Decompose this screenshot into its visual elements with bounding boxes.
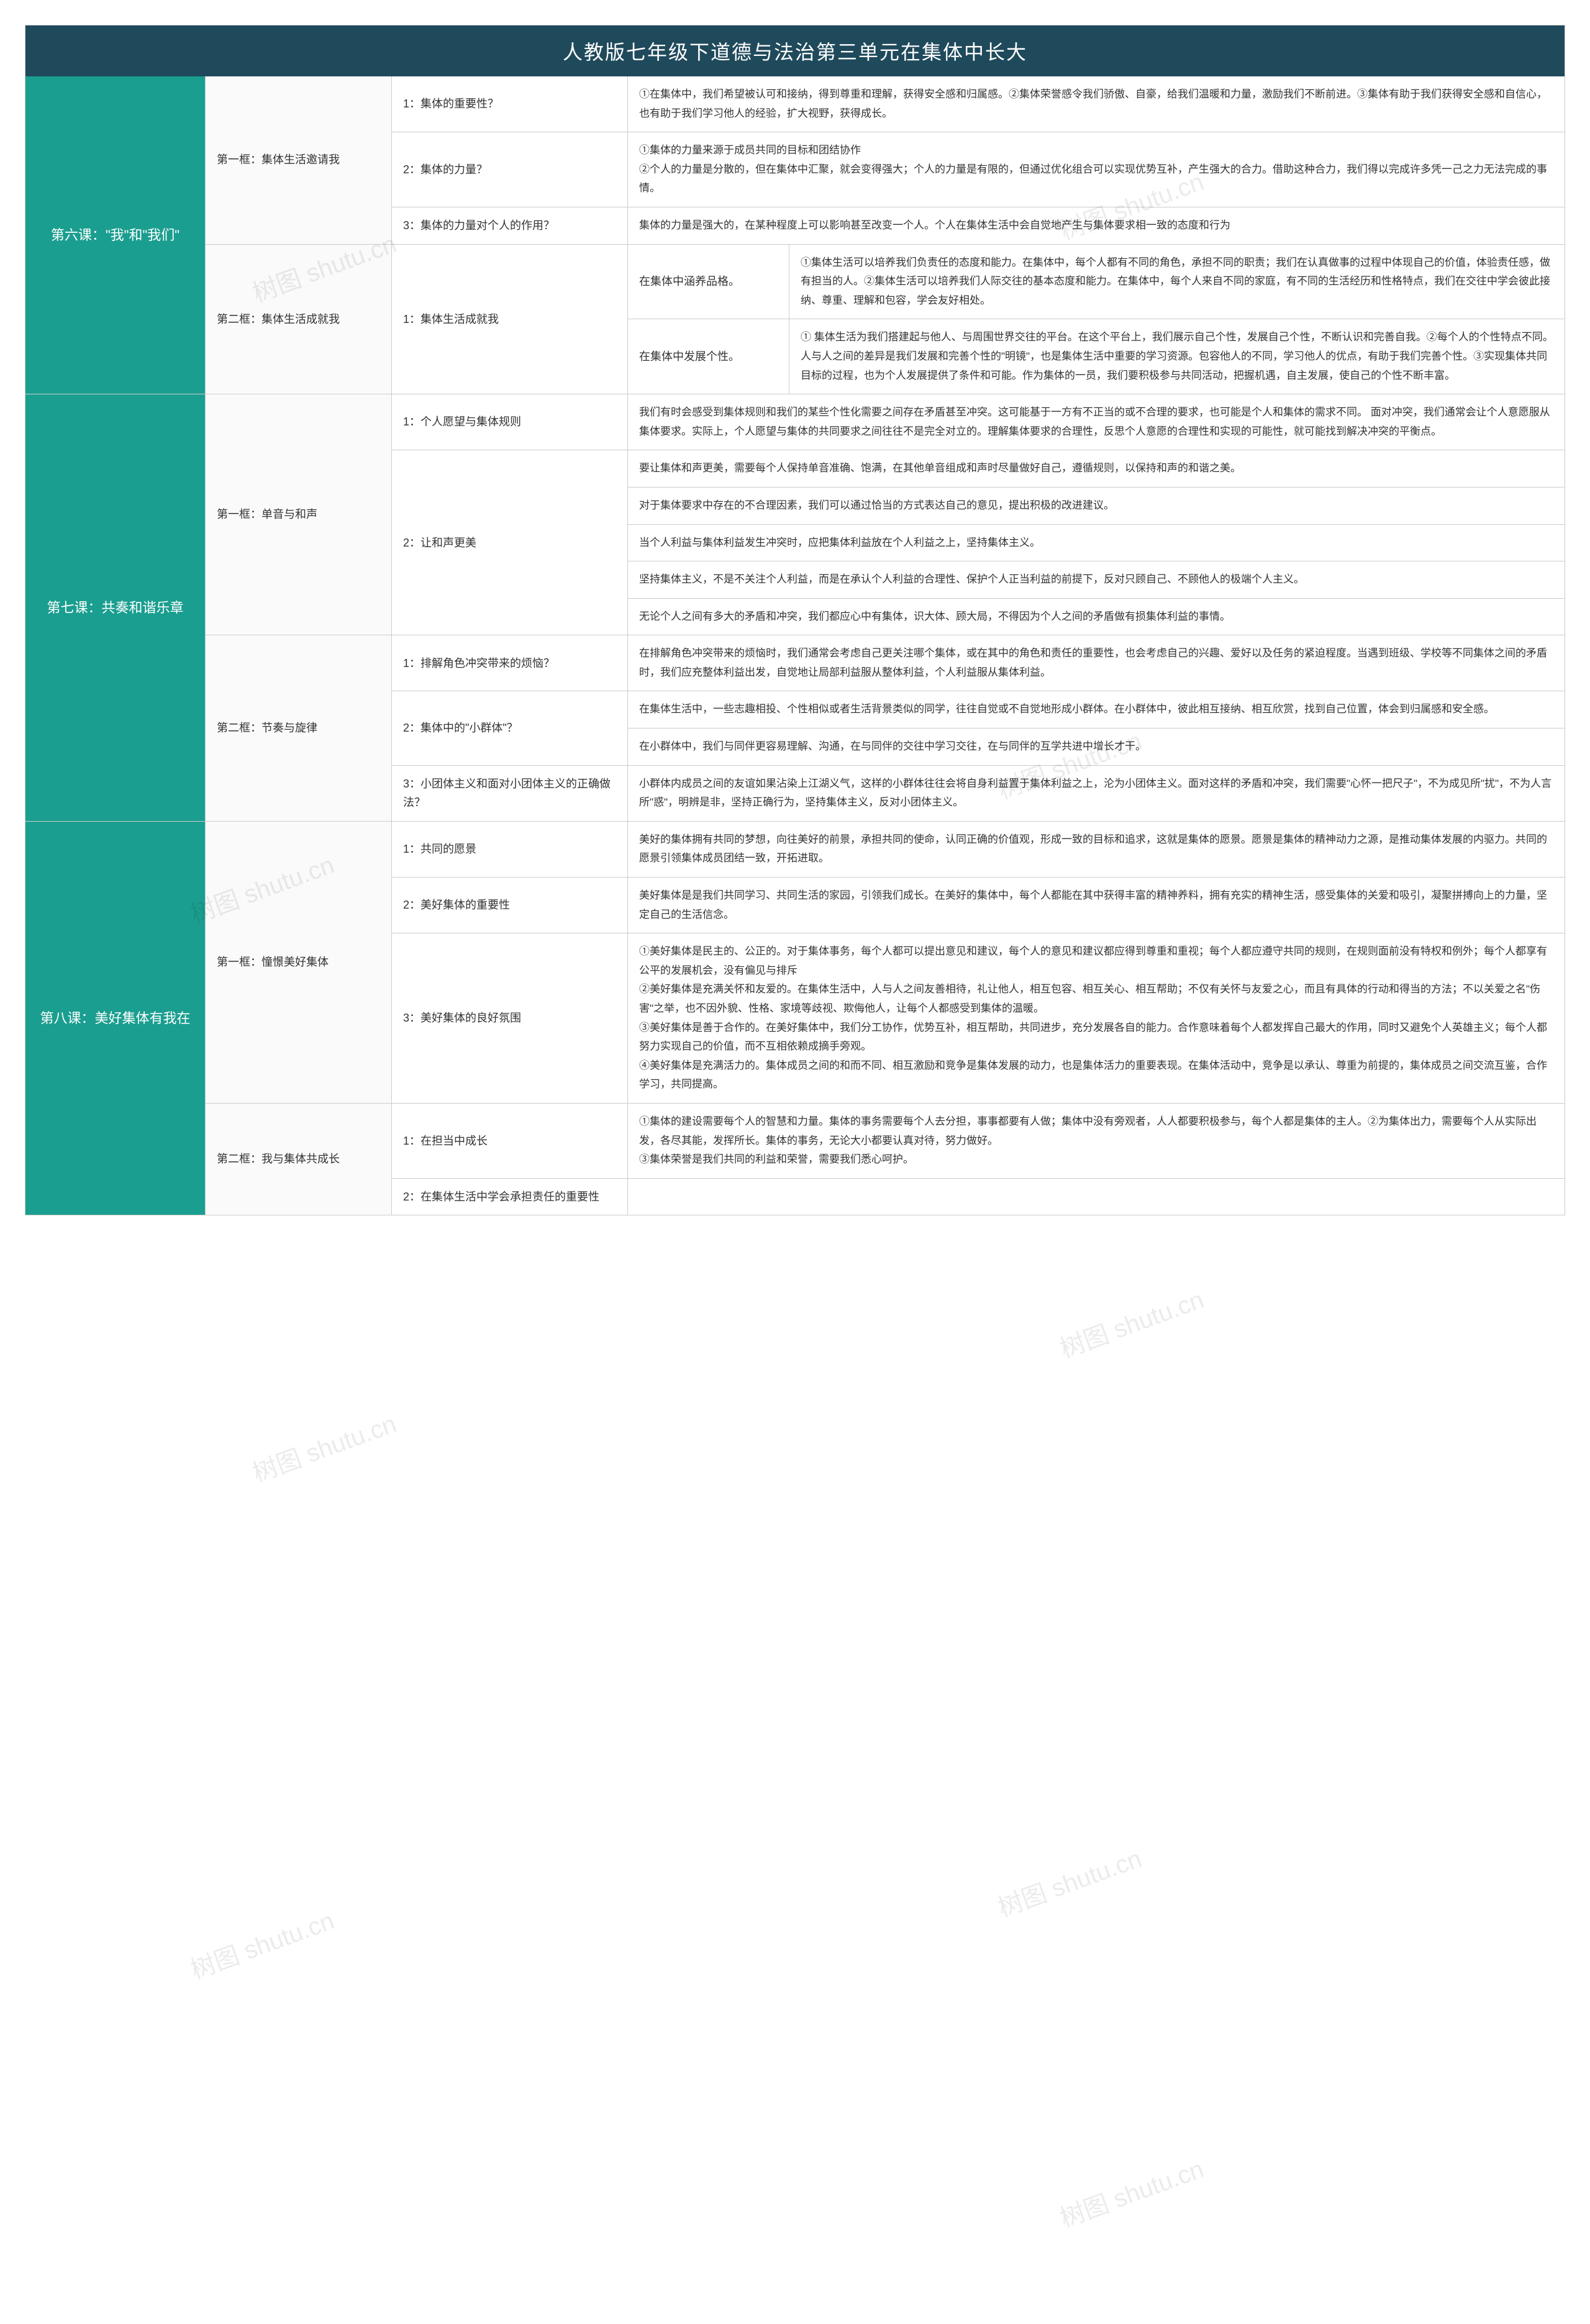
point-label: 3：集体的力量对个人的作用？ (392, 207, 628, 244)
point-row: 1：排解角色冲突带来的烦恼？在排解角色冲突带来的烦恼时，我们通常会考虑自己更关注… (392, 635, 1565, 691)
frame-row: 第一框：憧憬美好集体1：共同的愿景美好的集体拥有共同的梦想，向往美好的前景，承担… (206, 822, 1565, 1103)
lesson-row: 第七课：共奏和谐乐章第一框：单音与和声1：个人愿望与集体规则我们有时会感受到集体… (25, 394, 1565, 821)
frame-row: 第一框：单音与和声1：个人愿望与集体规则我们有时会感受到集体规则和我们的某些个性… (206, 394, 1565, 635)
point-row: 2：集体中的"小群体"？在集体生活中，一些志趣相投、个性相似或者生活背景类似的同… (392, 691, 1565, 765)
point-row: 1：集体的重要性？①在集体中，我们希望被认可和接纳，得到尊重和理解，获得安全感和… (392, 76, 1565, 132)
outline-body: 第六课："我"和"我们"第一框：集体生活邀请我1：集体的重要性？①在集体中，我们… (25, 76, 1565, 1215)
point-row: 3：集体的力量对个人的作用？集体的力量是强大的，在某种程度上可以影响甚至改变一个… (392, 207, 1565, 244)
point-label: 3：美好集体的良好氛围 (392, 933, 628, 1103)
detail-text: 美好集体是是我们共同学习、共同生活的家园，引领我们成长。在美好的集体中，每个人都… (628, 878, 1565, 933)
detail-text: 在排解角色冲突带来的烦恼时，我们通常会考虑自己更关注哪个集体，或在其中的角色和责… (628, 635, 1565, 691)
frame-title: 第一框：集体生活邀请我 (206, 76, 392, 244)
detail-text: ①集体的力量来源于成员共同的目标和团结协作 ②个人的力量是分散的，但在集体中汇聚… (628, 132, 1565, 207)
point-row: 2：让和声更美要让集体和声更美，需要每个人保持单音准确、饱满，在其他单音组成和声… (392, 450, 1565, 635)
lesson-row: 第六课："我"和"我们"第一框：集体生活邀请我1：集体的重要性？①在集体中，我们… (25, 76, 1565, 394)
point-label: 1：集体生活成就我 (392, 245, 628, 394)
detail-text: 集体的力量是强大的，在某种程度上可以影响甚至改变一个人。个人在集体生活中会自觉地… (628, 207, 1565, 244)
point-label: 2：集体中的"小群体"？ (392, 691, 628, 765)
detail-text: ①美好集体是民主的、公正的。对于集体事务，每个人都可以提出意见和建议，每个人的意… (628, 933, 1565, 1103)
frame-title: 第一框：憧憬美好集体 (206, 822, 392, 1103)
watermark: 树图 shutu.cn (1054, 2149, 1208, 2234)
detail-text: 对于集体要求中存在的不合理因素，我们可以通过恰当的方式表达自己的意见，提出积极的… (628, 488, 1565, 524)
watermark: 树图 shutu.cn (992, 1838, 1146, 1923)
detail-text: ①集体的建设需要每个人的智慧和力量。集体的事务需要每个人去分担，事事都要有人做；… (628, 1104, 1565, 1178)
frame-title: 第一框：单音与和声 (206, 394, 392, 635)
detail-text: 要让集体和声更美，需要每个人保持单音准确、饱满，在其他单音组成和声时尽量做好自己… (628, 450, 1565, 487)
lesson-title: 第六课："我"和"我们" (25, 76, 206, 394)
detail-text: 无论个人之间有多大的矛盾和冲突，我们都应心中有集体，识大体、顾大局，不得因为个人… (628, 599, 1565, 635)
point-row: 1：个人愿望与集体规则我们有时会感受到集体规则和我们的某些个性化需要之间存在矛盾… (392, 394, 1565, 450)
watermark: 树图 shutu.cn (247, 1404, 401, 1489)
detail-text: ①在集体中，我们希望被认可和接纳，得到尊重和理解，获得安全感和归属感。②集体荣誉… (628, 76, 1565, 132)
detail-text: 我们有时会感受到集体规则和我们的某些个性化需要之间存在矛盾甚至冲突。这可能基于一… (628, 394, 1565, 450)
detail-text: ① 集体生活为我们搭建起与他人、与周围世界交往的平台。在这个平台上，我们展示自己… (789, 319, 1565, 394)
point-label: 3：小团体主义和面对小团体主义的正确做法？ (392, 766, 628, 821)
point-label: 1：个人愿望与集体规则 (392, 394, 628, 450)
frame-row: 第二框：节奏与旋律1：排解角色冲突带来的烦恼？在排解角色冲突带来的烦恼时，我们通… (206, 635, 1565, 821)
point-label: 1：排解角色冲突带来的烦恼？ (392, 635, 628, 691)
point-row: 2：在集体生活中学会承担责任的重要性 (392, 1178, 1565, 1215)
point-label: 2：在集体生活中学会承担责任的重要性 (392, 1179, 628, 1215)
detail-text: 在小群体中，我们与同伴更容易理解、沟通，在与同伴的交往中学习交往，在与同伴的互学… (628, 729, 1565, 765)
point-label: 1：集体的重要性？ (392, 76, 628, 132)
point-row: 2：集体的力量？①集体的力量来源于成员共同的目标和团结协作 ②个人的力量是分散的… (392, 132, 1565, 207)
point-label: 2：让和声更美 (392, 450, 628, 635)
lesson-title: 第七课：共奏和谐乐章 (25, 394, 206, 821)
frame-row: 第一框：集体生活邀请我1：集体的重要性？①在集体中，我们希望被认可和接纳，得到尊… (206, 76, 1565, 244)
detail-text: 在集体生活中，一些志趣相投、个性相似或者生活背景类似的同学，往往自觉或不自觉地形… (628, 691, 1565, 728)
detail-text: 当个人利益与集体利益发生冲突时，应把集体利益放在个人利益之上，坚持集体主义。 (628, 525, 1565, 561)
sub-label: 在集体中涵养品格。 (628, 245, 789, 319)
frame-title: 第二框：我与集体共成长 (206, 1104, 392, 1215)
frame-title: 第二框：节奏与旋律 (206, 635, 392, 821)
watermark: 树图 shutu.cn (184, 1900, 338, 1986)
point-row: 1：集体生活成就我在集体中涵养品格。①集体生活可以培养我们负责任的态度和能力。在… (392, 245, 1565, 394)
detail-text: 美好的集体拥有共同的梦想，向往美好的前景，承担共同的使命，认同正确的价值观，形成… (628, 822, 1565, 877)
point-label: 1：在担当中成长 (392, 1104, 628, 1178)
detail-text: 小群体内成员之间的友谊如果沾染上江湖义气，这样的小群体往往会将自身利益置于集体利… (628, 766, 1565, 821)
lesson-row: 第八课：美好集体有我在第一框：憧憬美好集体1：共同的愿景美好的集体拥有共同的梦想… (25, 821, 1565, 1215)
point-label: 2：美好集体的重要性 (392, 878, 628, 933)
point-row: 2：美好集体的重要性美好集体是是我们共同学习、共同生活的家园，引领我们成长。在美… (392, 877, 1565, 933)
detail-text: 坚持集体主义，不是不关注个人利益，而是在承认个人利益的合理性、保护个人正当利益的… (628, 561, 1565, 598)
frame-row: 第二框：集体生活成就我1：集体生活成就我在集体中涵养品格。①集体生活可以培养我们… (206, 244, 1565, 394)
watermark: 树图 shutu.cn (1054, 1279, 1208, 1364)
point-row: 1：共同的愿景美好的集体拥有共同的梦想，向往美好的前景，承担共同的使命，认同正确… (392, 822, 1565, 877)
point-row: 3：美好集体的良好氛围①美好集体是民主的、公正的。对于集体事务，每个人都可以提出… (392, 933, 1565, 1103)
point-row: 3：小团体主义和面对小团体主义的正确做法？小群体内成员之间的友谊如果沾染上江湖义… (392, 765, 1565, 821)
detail-text (628, 1179, 1565, 1196)
frame-row: 第二框：我与集体共成长1：在担当中成长①集体的建设需要每个人的智慧和力量。集体的… (206, 1103, 1565, 1215)
point-label: 1：共同的愿景 (392, 822, 628, 877)
frame-title: 第二框：集体生活成就我 (206, 245, 392, 394)
outline-table: 人教版七年级下道德与法治第三单元在集体中长大 第六课："我"和"我们"第一框：集… (25, 25, 1565, 1215)
point-row: 1：在担当中成长①集体的建设需要每个人的智慧和力量。集体的事务需要每个人去分担，… (392, 1104, 1565, 1178)
lesson-title: 第八课：美好集体有我在 (25, 822, 206, 1215)
point-label: 2：集体的力量？ (392, 132, 628, 207)
page-title: 人教版七年级下道德与法治第三单元在集体中长大 (25, 25, 1565, 76)
detail-text: ①集体生活可以培养我们负责任的态度和能力。在集体中，每个人都有不同的角色，承担不… (789, 245, 1565, 319)
sub-label: 在集体中发展个性。 (628, 319, 789, 394)
